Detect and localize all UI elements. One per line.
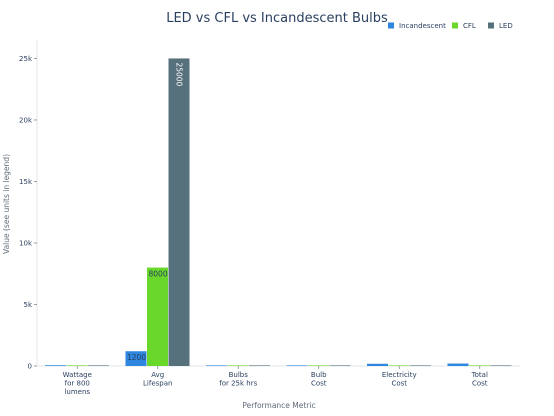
legend-label: Incandescent [399,22,446,30]
y-axis-label: Value (see units in legend) [2,154,11,254]
legend-label: LED [499,22,513,30]
legend: Incandescent CFL LED [388,22,513,30]
bar [367,363,388,366]
x-tick-label: Cost [472,380,488,388]
x-tick-label: for 800 [65,380,90,388]
bar [249,365,270,366]
legend-label: CFL [463,22,476,30]
y-axis-ticks: 0 5k 10k 15k 20k 25k [19,55,37,371]
bar [388,365,410,366]
bar [206,365,227,366]
y-tick-label: 25k [19,55,33,63]
bar [125,351,147,366]
x-tick-label: Bulb [311,371,327,379]
y-tick-label: 5k [23,301,32,309]
x-tick-label: Bulbs [229,371,249,379]
bars: 1200 8000 25000 [45,58,512,367]
bar-data-label: 8000 [149,270,168,279]
x-tick-label: for 25k hrs [219,380,257,388]
x-tick-label: Wattage [63,371,92,379]
bar [308,365,329,366]
bar [286,365,308,366]
x-tick-label: Cost [311,380,327,388]
x-tick-label: Cost [391,380,407,388]
bar [490,365,512,366]
bar [66,365,88,366]
bar [168,58,190,367]
bar [469,365,490,366]
legend-swatch [452,22,458,29]
y-tick-label: 15k [19,178,33,186]
bar [45,365,66,366]
y-tick-label: 20k [19,116,33,124]
bar-data-label: 25000 [174,62,183,86]
chart-title: LED vs CFL vs Incandescent Bulbs [166,11,388,26]
bar [329,365,351,366]
bar [447,363,469,366]
x-tick-label: Lifespan [143,380,172,388]
legend-swatch [388,22,394,29]
x-axis-label: Performance Metric [242,401,315,410]
x-tick-label: lumens [64,388,90,396]
x-tick-label: Total [471,371,488,379]
bar [147,267,168,366]
bar [88,365,109,366]
x-tick-label: Electricity [382,371,417,379]
y-tick-label: 0 [28,363,32,371]
legend-swatch [488,22,494,29]
bar [227,365,249,366]
y-tick-label: 10k [19,239,33,247]
x-tick-label: Avg [151,371,164,379]
bar [410,365,431,366]
bar-data-label: 1200 [127,353,146,362]
